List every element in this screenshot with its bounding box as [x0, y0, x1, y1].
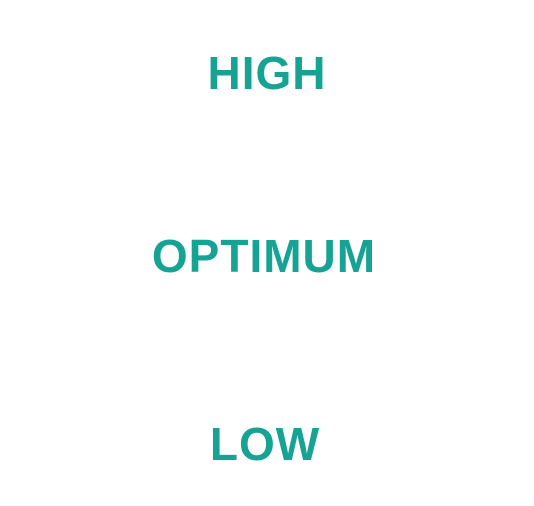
level-label-high: HIGH — [207, 47, 327, 99]
level-label-optimum: OPTIMUM — [151, 230, 377, 282]
level-label-low: LOW — [209, 418, 321, 470]
